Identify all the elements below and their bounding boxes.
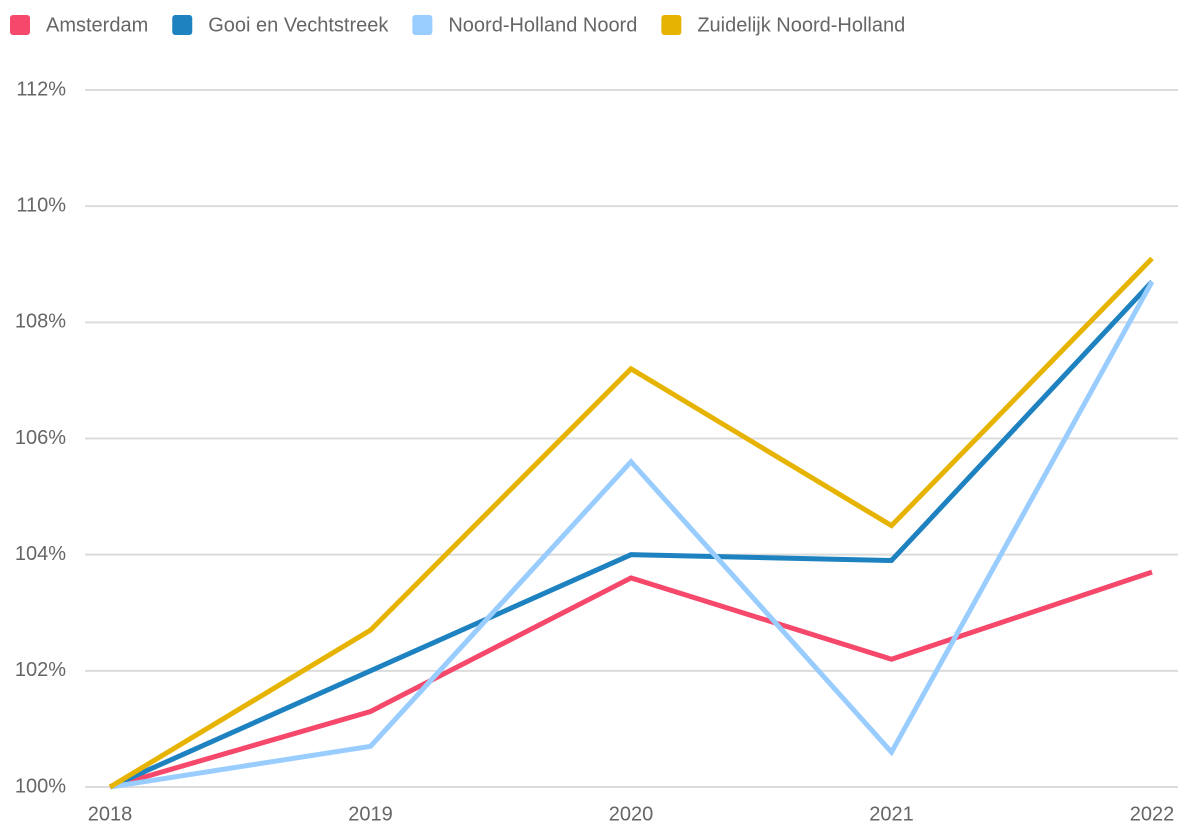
legend-swatch — [412, 15, 433, 35]
x-tick-label: 2019 — [348, 803, 393, 825]
y-tick-label: 102% — [15, 659, 66, 681]
y-tick-label: 106% — [15, 427, 66, 449]
x-tick-label: 2021 — [869, 803, 914, 825]
legend-label: Gooi en Vechtstreek — [208, 14, 389, 36]
y-tick-label: 108% — [15, 311, 66, 333]
y-tick-label: 110% — [16, 194, 66, 216]
legend-label: Noord-Holland Noord — [448, 14, 637, 36]
series-line — [108, 256, 1154, 790]
legend-label: Zuidelijk Noord-Holland — [697, 14, 905, 36]
x-tick-label: 2022 — [1130, 803, 1175, 825]
y-tick-label: 100% — [15, 775, 66, 797]
legend-swatch — [661, 15, 682, 35]
x-tick-label: 2018 — [88, 803, 133, 825]
y-tick-label: 104% — [15, 543, 66, 565]
legend-swatch — [10, 15, 30, 35]
series-line — [109, 569, 1153, 790]
x-tick-label: 2020 — [609, 803, 654, 825]
legend-label: Amsterdam — [46, 14, 148, 36]
legend-swatch — [172, 15, 193, 35]
series-line — [109, 280, 1155, 790]
y-tick-label: 112% — [16, 78, 66, 100]
series-line — [108, 279, 1154, 790]
